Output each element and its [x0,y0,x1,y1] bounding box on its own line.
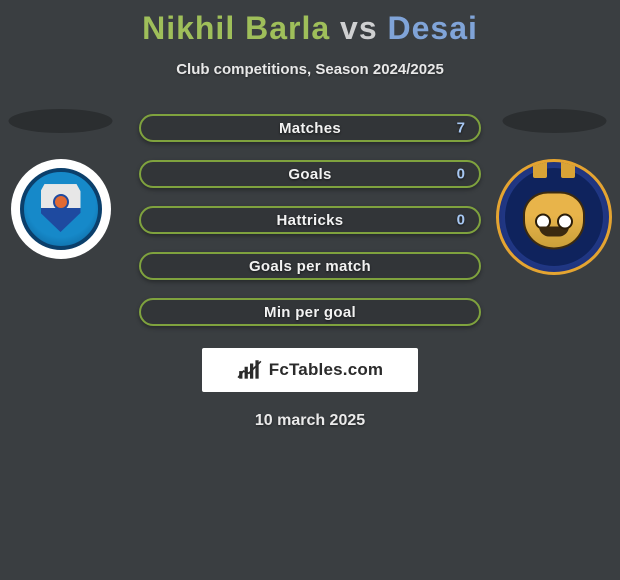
comparison-title: Nikhil Barla vs Desai [0,0,620,47]
jamshedpur-badge [11,159,111,259]
chennaiyin-badge [496,159,612,275]
comparison-date: 10 march 2025 [0,412,620,430]
stat-row-goals-per-match: Goals per match [139,252,481,280]
branding-text: FcTables.com [269,360,384,380]
stat-row-matches: Matches 7 [139,114,481,142]
vs-separator: vs [340,10,378,46]
stat-label: Min per goal [264,304,356,321]
stat-bars: Matches 7 Goals 0 Hattricks 0 Goals per … [139,108,481,326]
trophy-icons [533,159,575,178]
stat-label: Goals [288,166,331,183]
stat-label: Matches [279,120,341,137]
team-right [496,108,612,275]
jamshedpur-badge-inner [20,168,102,250]
team-left [8,108,113,259]
stat-row-min-per-goal: Min per goal [139,298,481,326]
stat-row-goals: Goals 0 [139,160,481,188]
stat-right-value: 0 [457,166,465,183]
stat-right-value: 7 [457,120,465,137]
stat-right-value: 0 [457,212,465,229]
subtitle: Club competitions, Season 2024/2025 [0,61,620,78]
stat-label: Goals per match [249,258,371,275]
jamshedpur-shield-icon [41,184,81,232]
chennaiyin-face-icon [523,191,585,249]
comparison-arena: Matches 7 Goals 0 Hattricks 0 Goals per … [0,108,620,430]
player1-name: Nikhil Barla [142,10,330,46]
stat-row-hattricks: Hattricks 0 [139,206,481,234]
player1-placeholder-shadow [8,108,113,134]
bar-chart-icon [237,359,263,381]
player2-name: Desai [388,10,478,46]
stat-label: Hattricks [277,212,344,229]
player2-placeholder-shadow [502,108,607,134]
branding-badge[interactable]: FcTables.com [202,348,418,392]
